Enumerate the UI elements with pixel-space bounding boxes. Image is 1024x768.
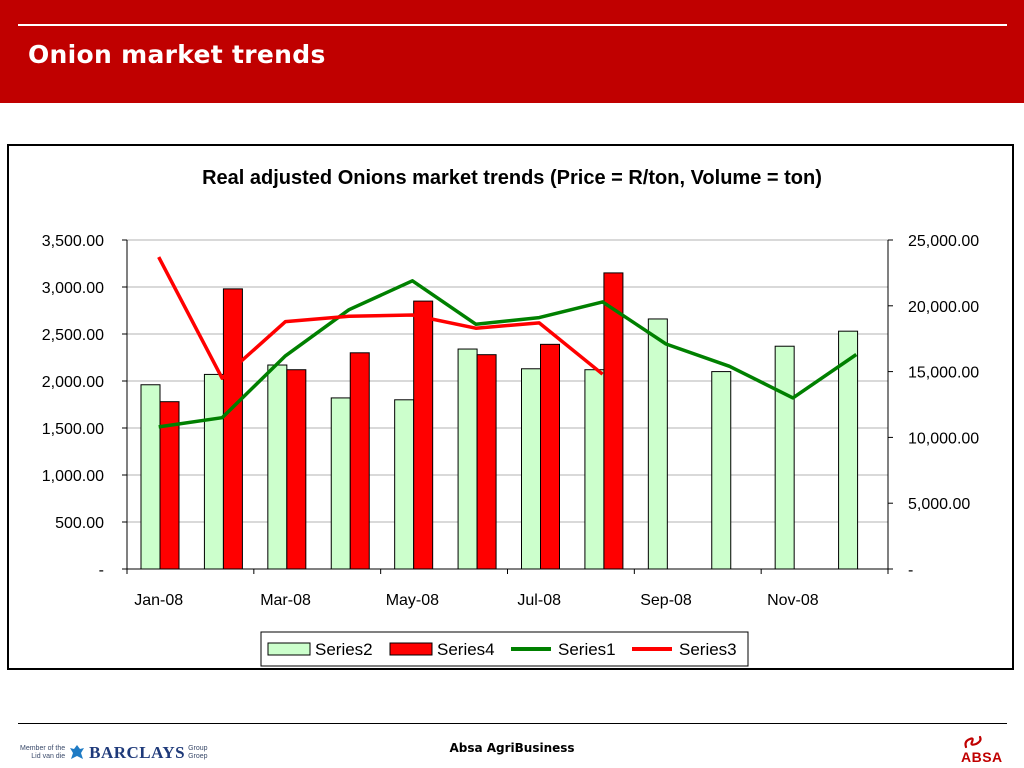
- header-divider: [18, 24, 1007, 26]
- x-axis-label: Jan-08: [134, 592, 183, 609]
- absa-brand: ABSA: [961, 749, 1003, 765]
- barclays-member-text: Member of the Lid van die: [20, 745, 66, 760]
- right-axis-label: -: [908, 562, 913, 579]
- bar-series2: [330, 397, 351, 570]
- legend-swatch-series4: [389, 642, 433, 656]
- legend-label-series1: Series1: [558, 640, 616, 659]
- bar-series2: [394, 399, 415, 570]
- left-axis-label: 500.00: [55, 515, 104, 532]
- right-axis-label: 20,000.00: [908, 299, 979, 316]
- left-axis-label: 3,500.00: [42, 233, 104, 250]
- bar-series2: [267, 364, 288, 570]
- legend-label-series3: Series3: [679, 640, 737, 659]
- x-axis-label: Mar-08: [260, 592, 311, 609]
- bar-series2: [584, 369, 605, 570]
- slide-title: Onion market trends: [28, 40, 326, 69]
- bar-series4: [286, 369, 307, 570]
- bar-series2: [838, 330, 859, 570]
- right-axis-label: 15,000.00: [908, 365, 979, 382]
- footer-text: Absa AgriBusiness: [449, 741, 575, 755]
- barclays-group-text: Group Groep: [188, 745, 208, 760]
- legend-label-series2: Series2: [315, 640, 373, 659]
- barclays-logo: Member of the Lid van die BARCLAYS Group…: [20, 742, 208, 764]
- bar-series4: [603, 272, 624, 570]
- bar-series4: [222, 288, 243, 570]
- right-axis-label: 10,000.00: [908, 430, 979, 447]
- left-axis-label: 2,500.00: [42, 327, 104, 344]
- bar-series4: [349, 352, 370, 570]
- left-axis-label: 3,000.00: [42, 280, 104, 297]
- slide-header: Onion market trends: [0, 0, 1024, 103]
- bar-series2: [774, 345, 795, 570]
- bar-series2: [647, 318, 668, 570]
- right-axis-label: 25,000.00: [908, 233, 979, 250]
- line-series3: [157, 256, 604, 380]
- right-axis-label: 5,000.00: [908, 496, 970, 513]
- left-axis-label: 2,000.00: [42, 374, 104, 391]
- bar-series4: [476, 354, 497, 570]
- legend-swatch-series2: [267, 642, 311, 656]
- left-axis-label: 1,500.00: [42, 421, 104, 438]
- bar-series2: [521, 368, 541, 570]
- absa-emblem-icon: [964, 735, 982, 749]
- left-axis-label: 1,000.00: [42, 468, 104, 485]
- bar-series2: [711, 371, 732, 570]
- left-axis-label: -: [99, 562, 104, 579]
- legend-label-series4: Series4: [437, 640, 495, 659]
- x-axis-label: May-08: [386, 592, 439, 609]
- barclays-brand: BARCLAYS: [89, 743, 186, 762]
- absa-logo: ABSA: [955, 735, 1011, 765]
- x-axis-label: Nov-08: [767, 592, 819, 609]
- bar-series2: [140, 384, 161, 570]
- bar-series4: [413, 300, 434, 570]
- x-axis-label: Sep-08: [640, 592, 692, 609]
- bar-series4: [540, 343, 560, 570]
- eagle-icon: [70, 745, 85, 759]
- bar-series2: [457, 348, 478, 570]
- line-series1: [158, 279, 858, 429]
- footer-divider: [18, 723, 1007, 724]
- bar-series2: [203, 373, 224, 570]
- chart-title: Real adjusted Onions market trends (Pric…: [202, 167, 822, 189]
- x-axis-label: Jul-08: [517, 592, 561, 609]
